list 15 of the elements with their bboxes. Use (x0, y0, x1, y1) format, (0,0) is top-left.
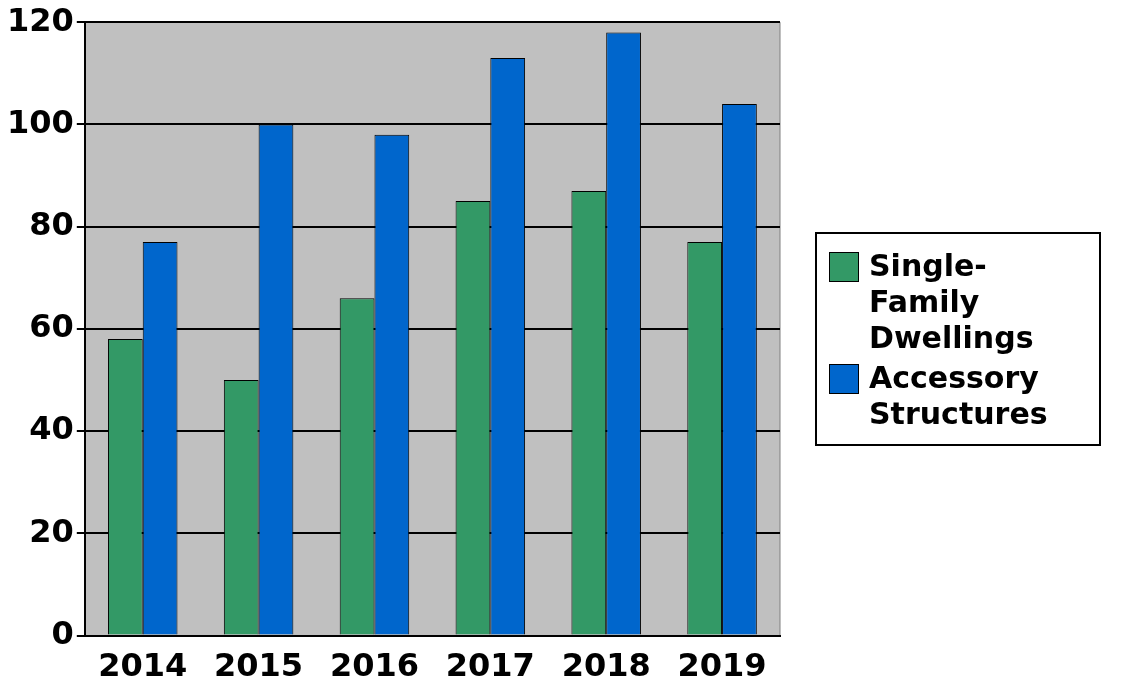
y-tick-label: 80 (29, 204, 74, 243)
y-tick-label: 120 (7, 0, 74, 39)
x-tick-label: 2017 (445, 646, 535, 685)
y-tick-label: 100 (7, 102, 74, 141)
legend-label: Accessory Structures (869, 360, 1049, 432)
y-tick-label: 40 (29, 409, 74, 448)
x-tick-label: 2015 (214, 646, 304, 685)
y-tick-label: 0 (51, 613, 74, 652)
y-tick-label: 60 (29, 307, 74, 346)
x-tick-label: 2018 (561, 646, 651, 685)
x-tick-label: 2019 (677, 646, 767, 685)
x-tick-label: 2014 (98, 646, 188, 685)
y-tick-label: 20 (29, 511, 74, 550)
x-tick-label: 2016 (329, 646, 419, 685)
legend-label: Single-Family Dwellings (869, 248, 1035, 356)
